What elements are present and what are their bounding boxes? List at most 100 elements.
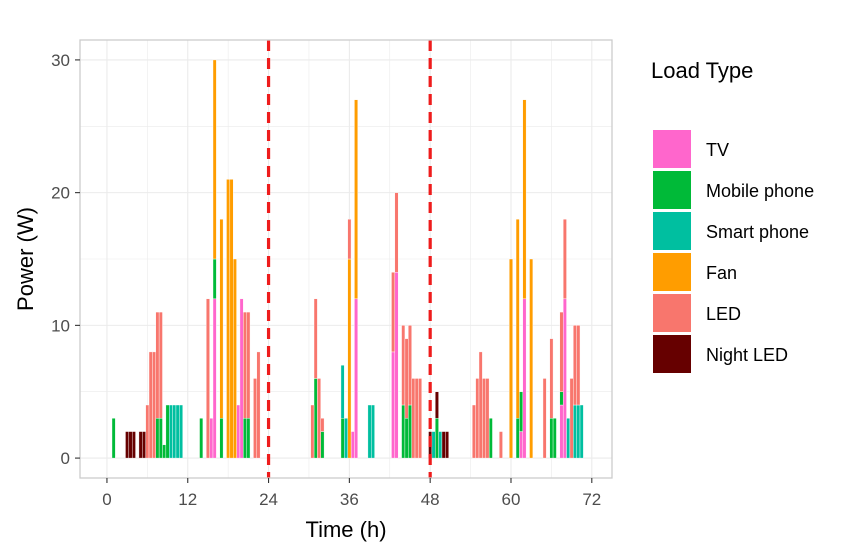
bar-led [158, 311, 163, 419]
bar-mobile-phone [340, 418, 345, 459]
bar-led [313, 298, 318, 379]
bar-smart-phone [566, 418, 571, 459]
bar-led [253, 378, 257, 459]
bar-night-led [435, 391, 439, 419]
bar-fan [354, 99, 358, 300]
bar-led [414, 378, 419, 459]
x-tick-label: 24 [259, 490, 278, 509]
bar-smart-phone [438, 431, 443, 459]
legend-items: TV Mobile phone Smart phone Fan LED Night LED [653, 130, 814, 373]
bar-led [418, 378, 422, 459]
bar-fan [229, 179, 234, 459]
legend-swatch [653, 335, 691, 373]
bar-smart-phone [371, 404, 375, 459]
bar-smart-phone [340, 364, 345, 419]
bar-tv [391, 351, 396, 459]
reference-lines [266, 40, 432, 478]
bar-led [411, 378, 416, 459]
bar-led [569, 378, 574, 459]
bar-led [404, 338, 409, 419]
bar-led [499, 431, 503, 459]
bar-smart-phone [367, 404, 372, 459]
bar-led [475, 378, 480, 459]
y-tick-label: 30 [51, 51, 70, 70]
legend: Load Type TV Mobile phone Smart phone Fan LE… [651, 58, 814, 373]
bar-led [542, 378, 547, 459]
bar-mobile-phone [515, 418, 520, 459]
bar-led [401, 325, 406, 406]
y-tick-label: 20 [51, 184, 70, 203]
bar-tv [350, 431, 355, 459]
bar-smart-phone [169, 404, 173, 459]
bar-mobile-phone [162, 444, 167, 459]
bar-fan [522, 99, 527, 300]
bar-night-led [441, 431, 446, 459]
bar-led [320, 418, 325, 432]
bar-led [562, 218, 567, 300]
legend-label: Mobile phone [706, 181, 814, 201]
legend-label: LED [706, 304, 741, 324]
bar-smart-phone [172, 404, 177, 459]
bar-led [246, 311, 251, 419]
bar-smart-phone [573, 404, 577, 459]
bar-tv [236, 404, 241, 459]
bar-mobile-phone [111, 418, 116, 459]
bar-night-led [138, 431, 143, 459]
bar-fan [529, 258, 534, 459]
bar-night-led [128, 431, 133, 459]
y-axis-title: Power (W) [13, 207, 38, 311]
bar-mobile-phone [158, 418, 163, 459]
x-tick-label: 0 [102, 490, 111, 509]
y-tick-label: 0 [61, 449, 70, 468]
bar-led [317, 378, 321, 459]
bar-mobile-phone [404, 418, 409, 459]
bar-smart-phone [179, 404, 183, 459]
bar-mobile-phone [165, 404, 170, 459]
x-tick-label: 12 [178, 490, 197, 509]
legend-swatch [653, 212, 691, 250]
x-tick-label: 60 [502, 490, 521, 509]
x-tick-label: 48 [421, 490, 440, 509]
bar-fan [226, 179, 231, 459]
legend-swatch [653, 171, 691, 209]
legend-label: Fan [706, 263, 737, 283]
bar-mobile-phone [243, 418, 247, 459]
legend-title: Load Type [651, 58, 753, 83]
bar-mobile-phone [320, 431, 325, 459]
bar-smart-phone [576, 404, 581, 459]
bar-led [559, 311, 564, 392]
bar-tv [562, 298, 567, 459]
bar-mobile-phone [488, 418, 493, 459]
bar-mobile-phone [155, 418, 160, 459]
bar-night-led [131, 431, 136, 459]
bar-led [391, 272, 396, 353]
bar-tv [354, 298, 358, 459]
bar-led [482, 378, 486, 459]
bar-smart-phone [175, 404, 180, 459]
bar-led [478, 351, 483, 459]
bar-fan [212, 59, 217, 260]
y-tick-label: 10 [51, 316, 70, 335]
bar-led [152, 351, 156, 459]
bar-fan [233, 258, 237, 459]
legend-label: TV [706, 140, 729, 160]
bar-night-led [142, 431, 146, 459]
bar-mobile-phone [219, 418, 224, 459]
bar-tv [209, 418, 214, 459]
bar-led [148, 351, 153, 459]
bar-led [573, 325, 577, 406]
bar-mobile-phone [549, 418, 554, 459]
x-tick-label: 36 [340, 490, 359, 509]
bar-mobile-phone [552, 418, 557, 459]
bar-led [155, 311, 160, 419]
bar-fan [515, 218, 520, 419]
bar-led [485, 378, 490, 459]
bar-mobile-phone [519, 391, 523, 432]
bar-led [256, 351, 261, 459]
bar-mobile-phone [212, 258, 217, 300]
bar-led [394, 192, 399, 273]
bar-night-led [445, 431, 449, 459]
bar-mobile-phone [313, 378, 318, 459]
bar-fan [219, 218, 224, 419]
